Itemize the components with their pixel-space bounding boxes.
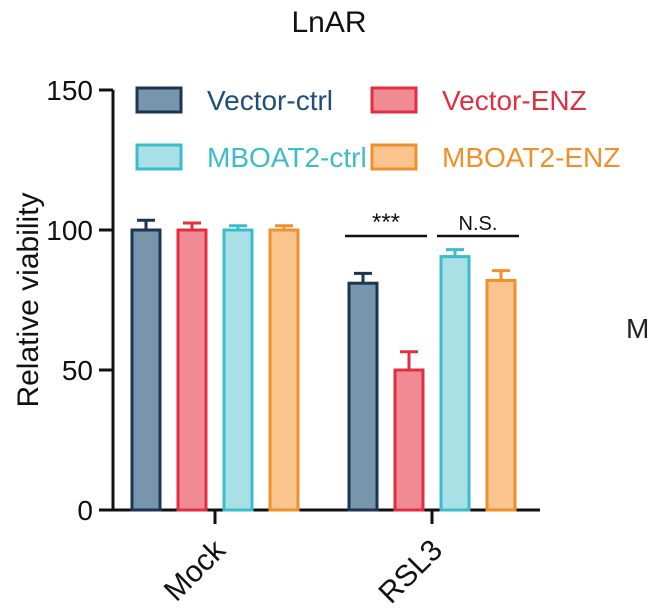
bar-vector-ctrl-mock (130, 228, 162, 512)
legend-label-vector-enz: Vector-ENZ (442, 85, 587, 116)
bar-mboat2-ctrl-rsl3 (439, 255, 471, 512)
bar-vector-ctrl-rsl3 (347, 281, 379, 512)
clipped-label: M (626, 313, 650, 344)
legend-swatch-vector-ctrl (135, 86, 183, 114)
y-tick-label: 0 (77, 495, 93, 526)
legend-label-mboat2-ctrl: MBOAT2-ctrl (207, 142, 367, 173)
y-tick-label: 100 (46, 215, 93, 246)
chart-title: LnAR (291, 6, 367, 39)
y-tick-label: 50 (62, 355, 93, 386)
significance-label: N.S. (459, 213, 498, 235)
legend-label-mboat2-enz: MBOAT2-ENZ (442, 142, 620, 173)
y-tick-label: 150 (46, 75, 93, 106)
bar-mboat2-ctrl-mock (222, 228, 254, 512)
y-axis-label: Relative viability (12, 192, 45, 407)
bar-vector-enz-mock (176, 228, 208, 512)
x-tick-label-rsl3: RSL3 (373, 534, 449, 609)
legend-swatch-mboat2-ctrl (135, 143, 183, 171)
legend-swatch-vector-enz (370, 86, 418, 114)
legend-swatch-mboat2-enz (370, 143, 418, 171)
bar-vector-enz-rsl3 (393, 368, 425, 512)
x-tick-label-mock: Mock (158, 533, 233, 608)
bar-mboat2-enz-mock (268, 228, 300, 512)
legend-label-vector-ctrl: Vector-ctrl (207, 85, 333, 116)
significance-label: *** (372, 209, 400, 236)
bar-mboat2-enz-rsl3 (485, 278, 517, 512)
